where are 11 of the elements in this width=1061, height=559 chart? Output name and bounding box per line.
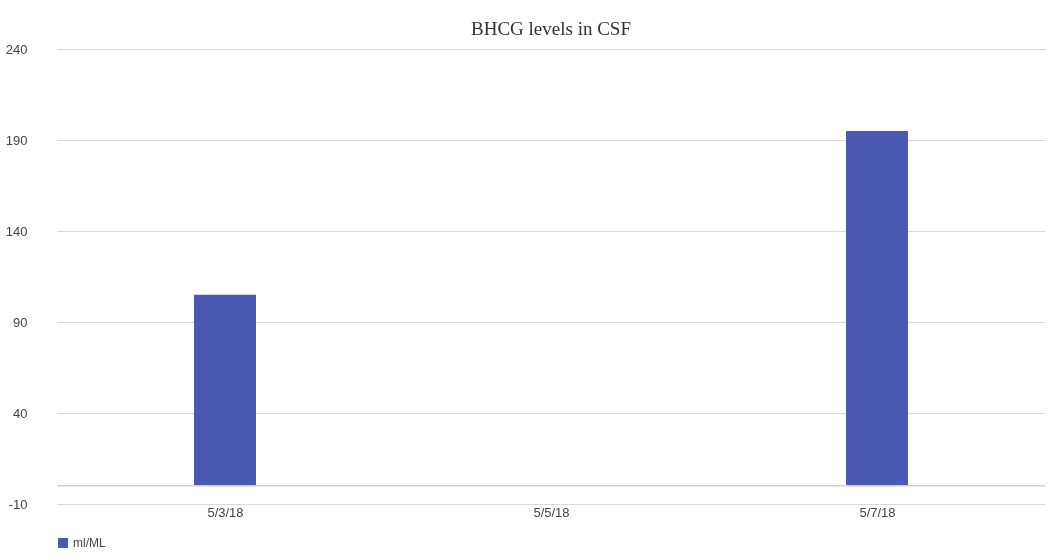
x-tick-label: 5/5/18 (533, 504, 570, 520)
x-tick-label: 5/3/18 (207, 504, 244, 520)
x-tick-label: 5/7/18 (859, 504, 896, 520)
y-tick-label: 140 (5, 223, 28, 239)
y-tick-label: -10 (8, 496, 28, 512)
y-tick-label: 190 (5, 132, 28, 148)
legend-label: ml/ML (73, 536, 106, 550)
y-tick-label: 90 (13, 314, 28, 330)
y-tick-label: 240 (5, 41, 28, 57)
y-tick-label: 40 (13, 405, 28, 421)
chart-title: BHCG levels in CSF (471, 18, 631, 39)
